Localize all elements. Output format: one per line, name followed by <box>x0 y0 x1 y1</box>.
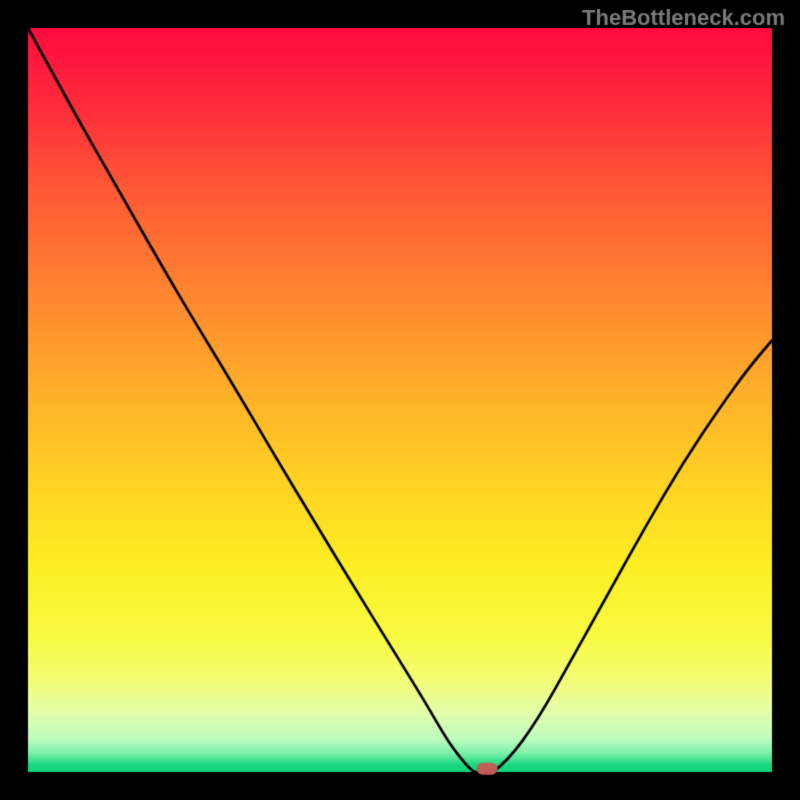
bottleneck-chart <box>0 0 800 800</box>
